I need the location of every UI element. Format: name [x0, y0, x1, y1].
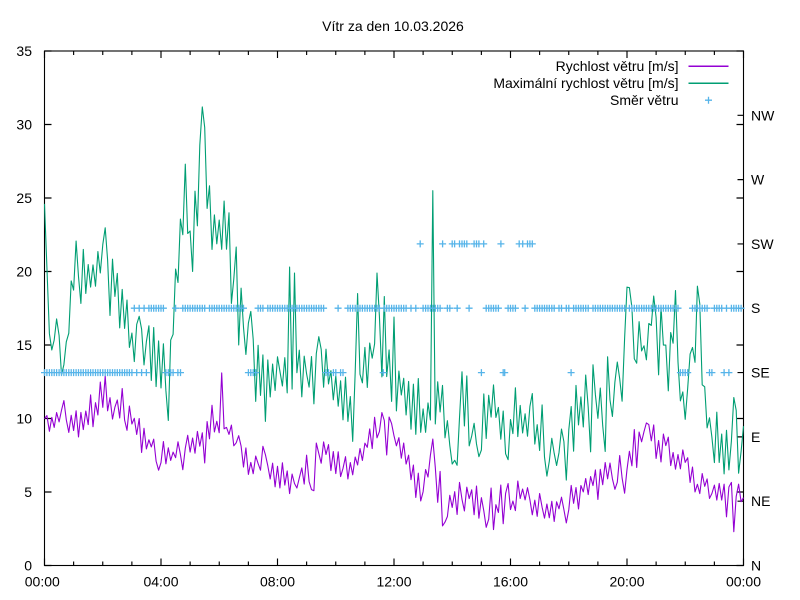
svg-text:30: 30	[16, 117, 32, 133]
svg-text:0: 0	[24, 558, 32, 574]
svg-text:NE: NE	[751, 493, 770, 509]
svg-text:35: 35	[16, 43, 32, 59]
svg-text:NW: NW	[751, 107, 775, 123]
svg-text:00:00: 00:00	[25, 574, 60, 590]
svg-text:Směr větru: Směr větru	[610, 92, 678, 108]
svg-text:SW: SW	[751, 236, 774, 252]
svg-text:W: W	[751, 172, 765, 188]
svg-text:10: 10	[16, 411, 32, 427]
svg-text:12:00: 12:00	[376, 574, 411, 590]
svg-text:20:00: 20:00	[609, 574, 644, 590]
svg-text:20: 20	[16, 264, 32, 280]
svg-text:E: E	[751, 429, 760, 445]
svg-text:00:00: 00:00	[726, 574, 761, 590]
svg-text:N: N	[751, 558, 761, 574]
svg-text:Rychlost větru [m/s]: Rychlost větru [m/s]	[556, 58, 679, 74]
svg-text:25: 25	[16, 190, 32, 206]
svg-text:08:00: 08:00	[260, 574, 295, 590]
svg-text:5: 5	[24, 484, 32, 500]
svg-text:16:00: 16:00	[493, 574, 528, 590]
svg-text:S: S	[751, 300, 760, 316]
svg-text:SE: SE	[751, 365, 770, 381]
svg-text:Maximální rychlost větru [m/s]: Maximální rychlost větru [m/s]	[493, 75, 678, 91]
svg-text:Vítr za den 10.03.2026: Vítr za den 10.03.2026	[322, 18, 464, 34]
svg-text:04:00: 04:00	[143, 574, 178, 590]
svg-text:15: 15	[16, 337, 32, 353]
